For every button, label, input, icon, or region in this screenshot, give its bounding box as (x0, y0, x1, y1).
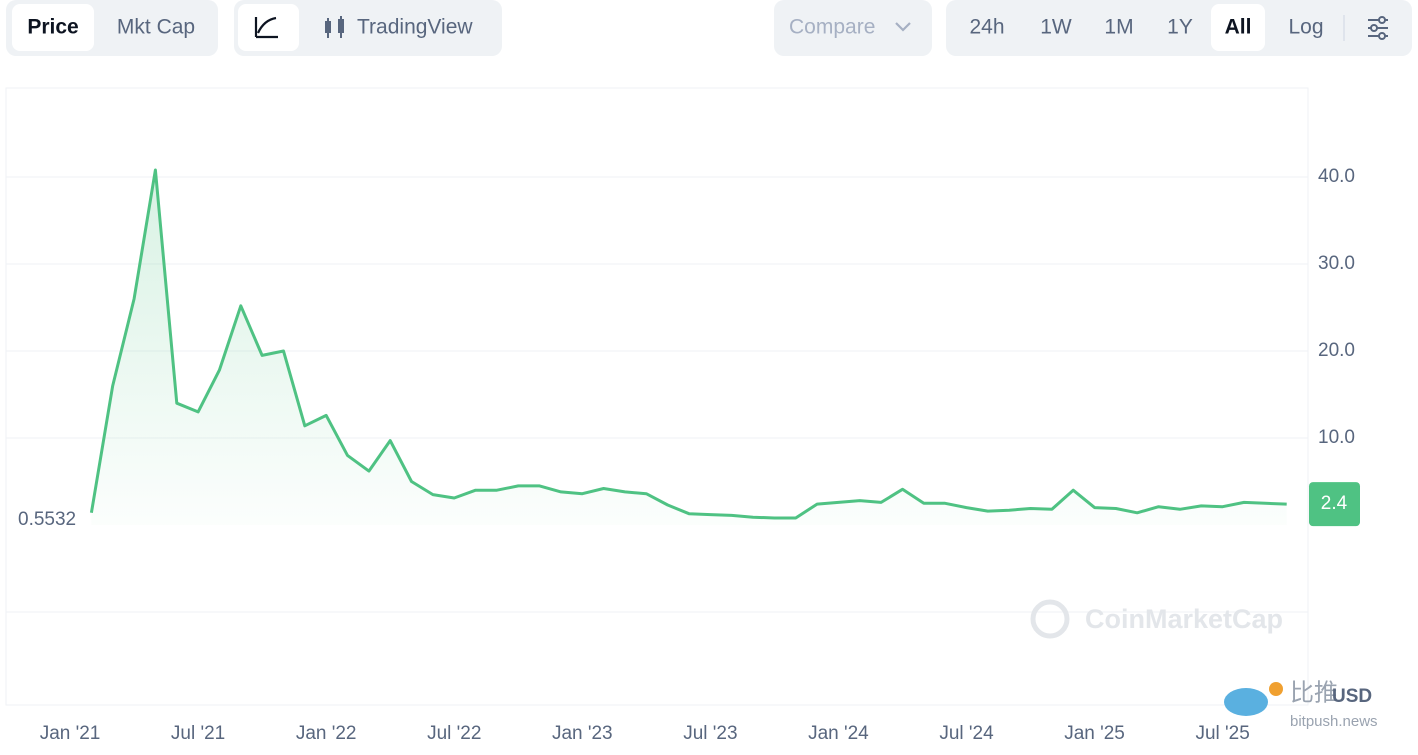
range-buttons: 24h 1W 1M 1Y All (969, 4, 1265, 51)
range-button[interactable]: 1M (1104, 16, 1133, 39)
candle-icon (325, 16, 344, 38)
log-button[interactable]: Log (1288, 16, 1323, 39)
brand-logo (1030, 599, 1070, 639)
x-tick-label: Jan '21 (40, 723, 101, 744)
watermark-cn: 比推 (1290, 679, 1338, 706)
x-tick-label: Jan '24 (808, 723, 869, 744)
coin-icon (1269, 682, 1283, 696)
range-button[interactable]: All (1225, 16, 1252, 39)
active-tab (12, 4, 94, 51)
settings-knob (1378, 32, 1386, 40)
current-value-label: 2.4 (1321, 493, 1348, 514)
watermark-brand: CoinMarketCap (1085, 604, 1283, 634)
settings-knob (1378, 16, 1386, 24)
current-value-tag (1309, 482, 1360, 527)
line-button[interactable] (238, 4, 299, 51)
tab-mktcap[interactable]: Mkt Cap (117, 16, 195, 39)
compare-button[interactable] (774, 0, 932, 56)
active-range (1211, 4, 1265, 51)
watermark-url: bitpush.news (1290, 713, 1378, 730)
x-tick-label: Jul '24 (939, 723, 994, 744)
plot-frame (5, 87, 1309, 706)
y-tick-label: 10.0 (1318, 427, 1355, 448)
tab-price[interactable]: Price (27, 16, 78, 39)
range-button[interactable]: 1Y (1167, 16, 1193, 39)
line (89, 168, 1287, 520)
x-tick-label: Jul '21 (171, 723, 225, 744)
compare-label: Compare (789, 16, 875, 39)
x-tick-label: Jan '23 (552, 723, 613, 744)
tab-tradingview[interactable]: TradingView (357, 16, 473, 39)
range-button[interactable]: 1W (1040, 16, 1072, 39)
range-button[interactable]: 24h (969, 16, 1004, 39)
x-tick-label: Jan '22 (296, 723, 357, 744)
line-icon (254, 16, 278, 39)
area (91, 170, 1287, 525)
bird-logo (1224, 688, 1268, 716)
x-tick-label: Jul '25 (1195, 723, 1249, 744)
chart-group (234, 0, 502, 56)
chevron (895, 22, 911, 32)
range-group (946, 0, 1412, 56)
settings-knob (1370, 24, 1378, 32)
y-tick-label: 30.0 (1318, 253, 1355, 274)
y-tick-label: 40.0 (1318, 166, 1355, 187)
y-tick-label: 20.0 (1318, 340, 1355, 361)
x-tick-label: Jul '23 (683, 723, 737, 744)
currency-label: USD (1332, 686, 1372, 707)
start-value-label: 0.5532 (18, 509, 76, 530)
x-tick-label: Jul '22 (427, 723, 481, 744)
x-tick-label: Jan '25 (1064, 723, 1125, 744)
